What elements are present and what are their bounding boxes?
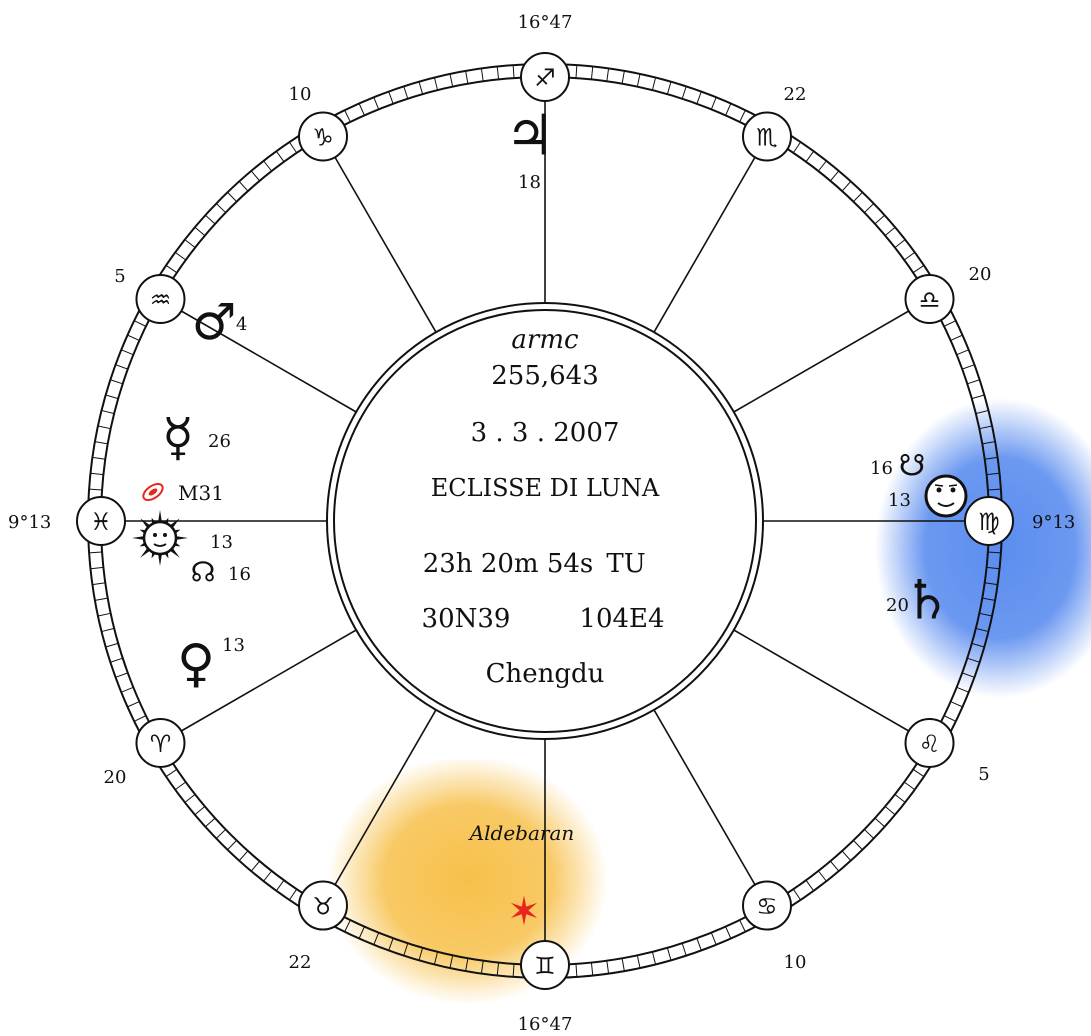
sun-degree: 13 xyxy=(210,532,233,553)
sign-glyph: ♎ xyxy=(919,286,941,314)
gemini-icon: ♊ xyxy=(520,940,570,990)
blue-glow xyxy=(875,398,1091,698)
jupiter-degree: 18 xyxy=(518,172,541,193)
mars-degree: 4 xyxy=(236,314,247,335)
moon-degree: 13 xyxy=(888,490,911,511)
armc-label: armc xyxy=(511,325,579,355)
mars-icon: ♂ xyxy=(192,293,237,351)
aldebaran-star-icon: ✶ xyxy=(507,889,541,935)
house-line xyxy=(180,310,357,413)
cusp-degree-cancer: 10 xyxy=(784,952,807,973)
sign-glyph: ♒ xyxy=(150,286,172,314)
center-info: armc 255,643 3 . 3 . 2007 ECLISSE DI LUN… xyxy=(422,325,665,689)
north-node-degree: 16 xyxy=(228,564,251,585)
cusp-degree-leo: 5 xyxy=(978,764,989,785)
venus-icon: ♀ xyxy=(177,634,215,694)
sign-glyph: ♑ xyxy=(312,123,334,151)
virgo-icon: ♍ xyxy=(964,496,1014,546)
house-line xyxy=(653,156,756,333)
north-node-icon: ☊ xyxy=(191,556,216,589)
sagittarius-icon: ♐ xyxy=(520,52,570,102)
cancer-icon: ♋ xyxy=(742,880,792,931)
leo-icon: ♌ xyxy=(904,718,955,768)
south-node-icon: ☋ xyxy=(899,449,926,484)
aldebaran-label: Aldebaran xyxy=(468,821,575,845)
mercury-degree: 26 xyxy=(208,431,231,452)
aquarius-icon: ♒ xyxy=(135,274,186,324)
planets: ♃ 18 ♂ 4 ☿ 26 M31 13 ☊ 16 ♀ 13 16 ☋ 13 xyxy=(132,104,968,935)
jupiter-icon: ♃ xyxy=(505,104,555,169)
sign-glyph: ♓ xyxy=(90,508,112,536)
sign-glyph: ♉ xyxy=(312,893,334,921)
cusp-degree-taurus: 22 xyxy=(289,952,312,973)
event-time: 23h 20m 54s xyxy=(423,549,594,579)
sign-glyph: ♈ xyxy=(150,730,172,758)
scorpio-icon: ♏ xyxy=(742,111,792,162)
cusp-degree-aquarius: 5 xyxy=(114,266,125,287)
house-line xyxy=(733,629,910,732)
venus-degree: 13 xyxy=(222,635,245,656)
event-date: 3 . 3 . 2007 xyxy=(471,418,620,448)
inner-circle xyxy=(333,309,757,733)
libra-icon: ♎ xyxy=(904,274,955,324)
moon-icon xyxy=(924,474,968,518)
cusp-degree-scorpio: 22 xyxy=(784,84,807,105)
sign-glyph: ♌ xyxy=(919,730,941,758)
cusp-degree-aries: 20 xyxy=(104,767,127,788)
mercury-icon: ☿ xyxy=(162,408,194,468)
dsc-degree: 9°13 xyxy=(1032,512,1075,533)
sign-glyph: ♍ xyxy=(978,508,1000,536)
event-title: ECLISSE DI LUNA xyxy=(431,474,660,502)
m31-label: M31 xyxy=(178,481,224,505)
m31-galaxy-icon xyxy=(142,483,164,501)
house-line xyxy=(334,709,437,886)
latitude: 30N39 xyxy=(422,604,511,634)
ic-degree: 16°47 xyxy=(518,1014,573,1035)
time-zone: TU xyxy=(606,549,645,579)
sign-glyph: ♏ xyxy=(756,123,778,151)
house-line xyxy=(334,156,437,333)
house-line xyxy=(733,310,910,413)
pisces-icon: ♓ xyxy=(76,496,126,546)
sign-glyph: ♊ xyxy=(534,952,556,980)
house-line xyxy=(653,709,756,886)
sign-glyph: ♐ xyxy=(534,64,556,92)
saturn-degree: 20 xyxy=(886,595,909,616)
sun-icon xyxy=(132,510,188,566)
armc-value: 255,643 xyxy=(491,361,599,391)
south-node-degree: 16 xyxy=(870,458,893,479)
longitude: 104E4 xyxy=(579,604,664,634)
capricorn-icon: ♑ xyxy=(298,111,348,162)
sign-glyph: ♋ xyxy=(756,893,778,921)
mc-degree: 16°47 xyxy=(518,12,573,33)
taurus-icon: ♉ xyxy=(298,880,348,931)
house-line xyxy=(180,629,357,732)
asc-degree: 9°13 xyxy=(8,512,51,533)
aries-icon: ♈ xyxy=(135,718,186,768)
cusp-degree-libra: 20 xyxy=(969,264,992,285)
saturn-icon: ♄ xyxy=(903,569,951,632)
cusp-degree-capricorn: 10 xyxy=(289,84,312,105)
place: Chengdu xyxy=(486,659,605,689)
